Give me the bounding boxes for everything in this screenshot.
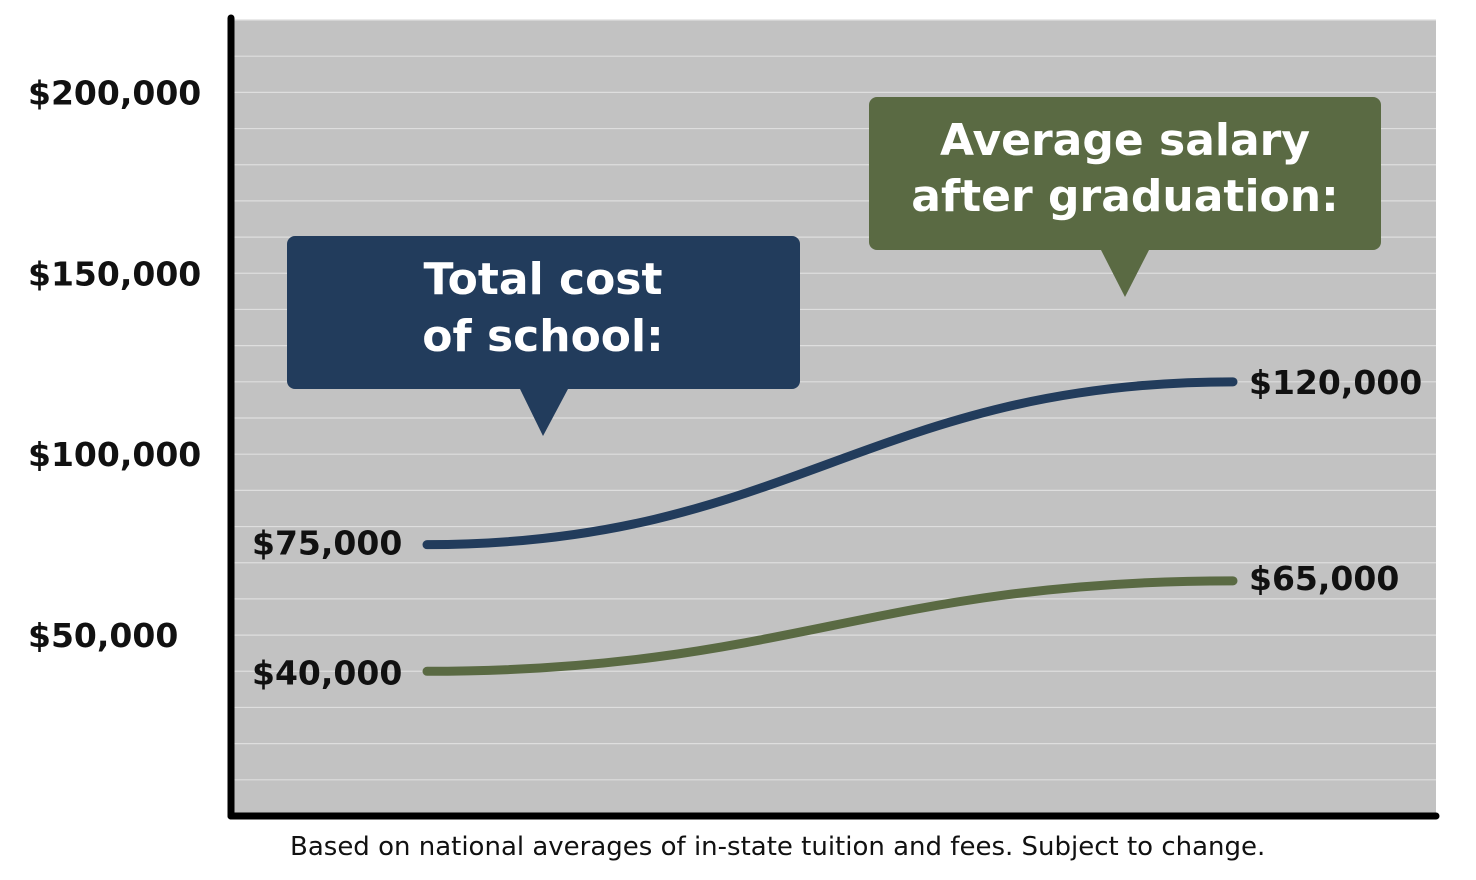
data-label-start-0: $75,000 — [252, 524, 402, 563]
callouts: Total cost of school: Average salaryafter … — [287, 97, 1381, 436]
legend-label: after graduation: — [911, 171, 1338, 222]
y-tick-label: $200,000 — [28, 73, 201, 112]
legend-label: Average salary — [940, 115, 1310, 166]
value-labels: $75,000 $120,000 $40,000 $65,000 — [252, 363, 1422, 692]
y-tick-labels: $200,000 $150,000 $100,000 $50,000 — [28, 73, 201, 655]
data-label-start-1: $40,000 — [252, 653, 402, 692]
callout-pointer — [520, 389, 568, 436]
series-line-0 — [422, 377, 1238, 550]
axes — [227, 14, 1440, 820]
series-line-1 — [422, 576, 1238, 676]
legend-label: of school: — [422, 311, 663, 362]
y-tick-label: $100,000 — [28, 435, 201, 474]
callout-0: Total cost of school: — [287, 236, 800, 436]
series-lines — [422, 377, 1238, 676]
y-tick-label: $50,000 — [28, 616, 178, 655]
callout-box — [287, 236, 800, 389]
footnote: Based on national averages of in-state t… — [290, 832, 1266, 862]
callout-box — [869, 97, 1381, 250]
y-tick-label: $150,000 — [28, 254, 201, 293]
data-label-end-0: $120,000 — [1249, 363, 1422, 402]
legend-label: Total cost — [423, 254, 662, 305]
chart: $200,000$150,000$100,000$50,000 $75,000$… — [28, 14, 1440, 820]
data-label-end-1: $65,000 — [1249, 559, 1399, 598]
callout-pointer — [1101, 250, 1149, 297]
